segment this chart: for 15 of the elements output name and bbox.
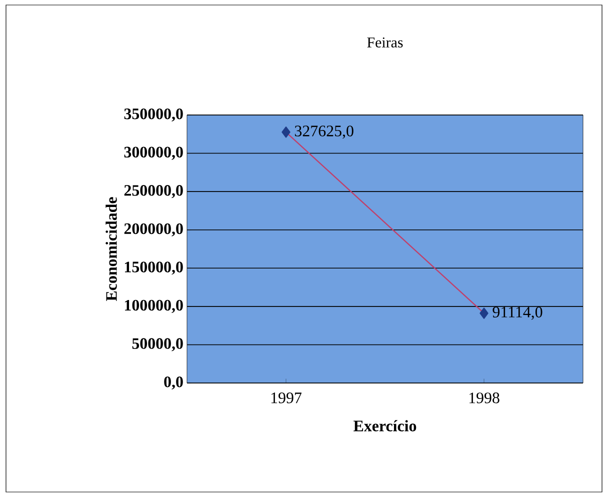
- x-tick-label: 1997: [271, 392, 302, 404]
- data-label: 327625,0: [294, 126, 354, 139]
- data-label: 91114,0: [492, 306, 542, 320]
- y-tick-label: 350000,0: [124, 108, 183, 122]
- x-tick-label: 1998: [469, 392, 500, 404]
- chart-title: Feiras: [367, 37, 403, 48]
- y-tick-label: 300000,0: [124, 146, 183, 160]
- x-axis-title: Exercício: [354, 420, 416, 432]
- y-tick-label: 100000,0: [124, 300, 183, 313]
- y-tick-label: 50000,0: [132, 338, 183, 352]
- y-axis-title: Economicidade: [106, 197, 117, 301]
- y-tick-label: 0,0: [164, 376, 183, 390]
- y-tick-label: 250000,0: [124, 185, 183, 198]
- y-tick-label: 200000,0: [124, 223, 183, 236]
- y-tick-label: 150000,0: [124, 262, 183, 275]
